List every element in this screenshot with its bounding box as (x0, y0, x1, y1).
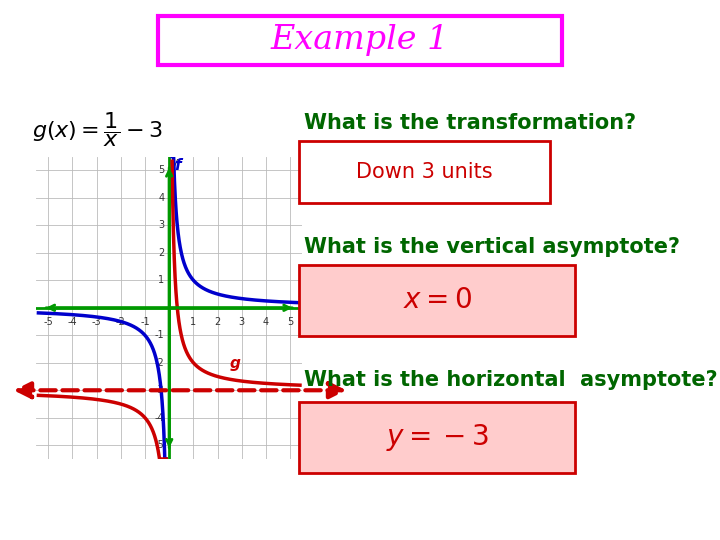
Text: 5: 5 (287, 318, 294, 327)
Text: -4: -4 (68, 318, 77, 327)
FancyBboxPatch shape (158, 16, 562, 65)
Text: y: y (171, 157, 179, 167)
Text: -3: -3 (155, 385, 164, 395)
Text: x: x (297, 294, 304, 305)
Text: -4: -4 (155, 413, 164, 423)
FancyBboxPatch shape (300, 141, 550, 203)
Text: -3: -3 (91, 318, 102, 327)
Text: 2: 2 (158, 248, 164, 258)
Text: f: f (174, 158, 181, 173)
Text: -5: -5 (155, 440, 164, 450)
Text: What is the vertical asymptote?: What is the vertical asymptote? (304, 237, 680, 258)
Text: What is the transformation?: What is the transformation? (304, 113, 636, 133)
Text: 3: 3 (239, 318, 245, 327)
Text: 4: 4 (158, 193, 164, 203)
Text: -1: -1 (140, 318, 150, 327)
Text: -2: -2 (155, 358, 164, 368)
Text: $g(x)=\dfrac{1}{x}-3$: $g(x)=\dfrac{1}{x}-3$ (32, 110, 163, 149)
Text: 1: 1 (190, 318, 197, 327)
Text: Down 3 units: Down 3 units (356, 162, 493, 182)
Text: -5: -5 (43, 318, 53, 327)
Text: -1: -1 (155, 330, 164, 340)
Text: 2: 2 (215, 318, 221, 327)
Text: What is the horizontal  asymptote?: What is the horizontal asymptote? (304, 370, 717, 390)
FancyBboxPatch shape (300, 402, 575, 473)
Text: 1: 1 (158, 275, 164, 285)
Text: Example 1: Example 1 (271, 24, 449, 57)
FancyBboxPatch shape (300, 265, 575, 336)
Text: -2: -2 (116, 318, 125, 327)
Text: 5: 5 (158, 165, 164, 176)
Text: $y=-3$: $y=-3$ (386, 422, 489, 453)
Text: $x=0$: $x=0$ (402, 286, 472, 314)
Text: 4: 4 (263, 318, 269, 327)
Text: g: g (230, 356, 240, 372)
Text: 3: 3 (158, 220, 164, 231)
